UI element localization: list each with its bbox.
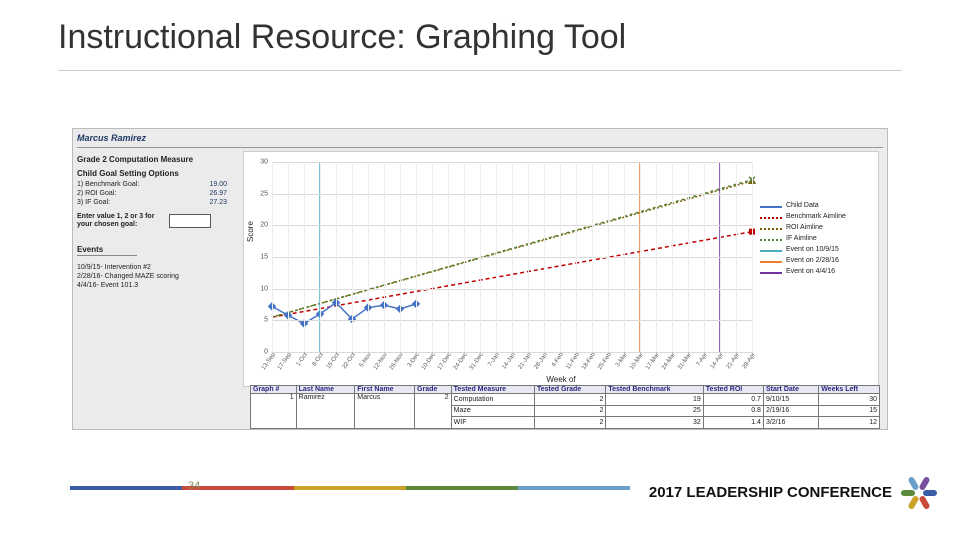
goal-input[interactable]: [169, 214, 211, 228]
slide-number: 34: [188, 480, 200, 492]
table-header-row: Graph # Last Name First Name Grade Teste…: [251, 386, 880, 394]
legend-item: Event on 10/9/15: [760, 246, 870, 253]
line-chart: Score Week of 05101520253013-Sep17-Sep1-…: [243, 151, 879, 387]
col-graph: Graph #: [251, 386, 297, 394]
student-data-table: Graph # Last Name First Name Grade Teste…: [250, 385, 880, 429]
col-start: Start Date: [763, 386, 818, 394]
conference-name: 2017 LEADERSHIP CONFERENCE: [649, 484, 892, 501]
x-axis-label: Week of: [546, 375, 575, 384]
color-bars: [70, 486, 630, 490]
legend-item: Child Data: [760, 202, 870, 209]
col-grade: Grade: [415, 386, 452, 394]
footer: 34 2017 LEADERSHIP CONFERENCE: [70, 486, 936, 522]
goal-row: 3) IF Goal:27.23: [77, 198, 227, 207]
app-screenshot: Marcus Ramirez Grade 2 Computation Measu…: [72, 128, 888, 430]
page-title: Instructional Resource: Graphing Tool: [58, 18, 626, 57]
events-list: 10/9/15- Intervention #2 2/28/16- Change…: [77, 263, 237, 290]
goal-row: 1) Benchmark Goal:19.00: [77, 180, 227, 189]
legend-item: Event on 4/4/16: [760, 268, 870, 275]
col-benchmark: Tested Benchmark: [606, 386, 703, 394]
col-lastname: Last Name: [296, 386, 355, 394]
legend-item: Event on 2/28/16: [760, 257, 870, 264]
legend-item: Benchmark Aimline: [760, 213, 870, 220]
event-item: 4/4/16- Event 101.3: [77, 281, 237, 290]
student-name: Marcus Ramirez: [77, 133, 146, 143]
divider: [77, 147, 883, 148]
legend-item: ROI Aimline: [760, 224, 870, 231]
enter-goal-label: Enter value 1, 2 or 3 for your chosen go…: [77, 213, 167, 228]
enter-goal: Enter value 1, 2 or 3 for your chosen go…: [77, 213, 227, 228]
col-firstname: First Name: [355, 386, 415, 394]
title-rule: [58, 70, 902, 71]
table-row: 1RamirezMarcus2Computation2190.79/10/153…: [251, 394, 880, 406]
legend-item: IF Aimline: [760, 235, 870, 242]
event-item: 10/9/15- Intervention #2: [77, 263, 237, 272]
col-tgrade: Tested Grade: [534, 386, 605, 394]
goal-setting-options: Child Goal Setting Options 1) Benchmark …: [77, 169, 227, 207]
col-measure: Tested Measure: [451, 386, 534, 394]
col-weeks: Weeks Left: [819, 386, 880, 394]
hands-logo: [902, 476, 936, 510]
measure-title: Grade 2 Computation Measure: [77, 155, 193, 164]
legend: Child Data Benchmark Aimline ROI Aimline IF…: [760, 202, 870, 279]
goal-row: 2) ROI Goal:26.97: [77, 189, 227, 198]
plot-area: 05101520253013-Sep17-Sep1-Oct8-Oct15-Oct…: [272, 162, 752, 352]
goal-setting-title: Child Goal Setting Options: [77, 169, 227, 178]
events-title: Events: [77, 245, 137, 256]
col-roi: Tested ROI: [703, 386, 763, 394]
event-item: 2/28/16- Changed MAZE scoring: [77, 272, 237, 281]
